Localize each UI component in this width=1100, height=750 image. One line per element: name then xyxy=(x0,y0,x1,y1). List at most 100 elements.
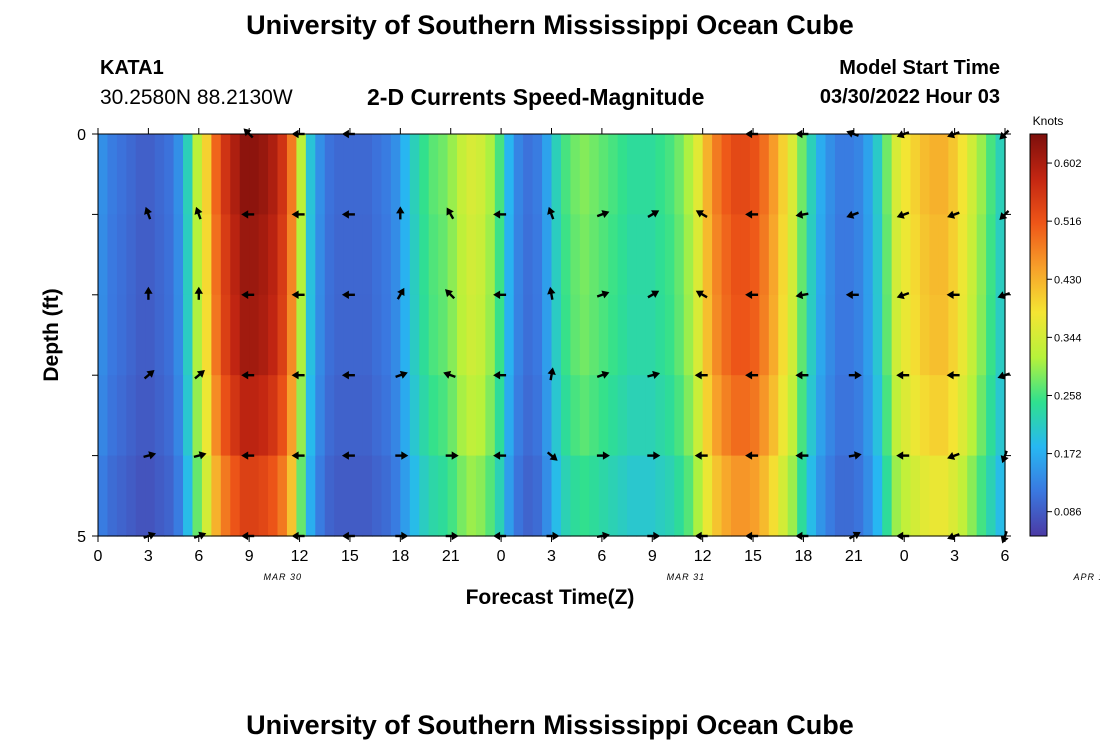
current-arrow xyxy=(144,286,153,300)
heatmap-cell xyxy=(390,294,401,376)
heatmap-cell xyxy=(438,134,449,215)
heatmap-cell xyxy=(523,214,534,296)
arrow-head xyxy=(854,451,862,460)
heatmap-cell xyxy=(589,375,600,457)
heatmap-cell xyxy=(929,375,940,457)
heatmap-cell xyxy=(608,375,619,457)
heatmap-cell xyxy=(797,294,808,376)
heatmap-cell xyxy=(258,375,269,457)
heatmap-cell xyxy=(164,455,175,537)
heatmap-cell xyxy=(116,455,127,537)
heatmap-cell xyxy=(494,375,505,457)
heatmap-cell xyxy=(636,375,647,457)
axes: 0 3 6 9 12 15 18 21 0 3 6 9 12 15 18 21 0 3 6 MAR 30 MAR 31 A… xyxy=(77,127,1100,582)
heatmap-cell xyxy=(466,375,477,457)
heatmap-cell xyxy=(390,214,401,296)
heatmap-cell xyxy=(98,214,109,296)
arrow-head xyxy=(997,291,1006,300)
heatmap-cell xyxy=(258,294,269,376)
heatmap-cell xyxy=(315,294,326,376)
current-arrow xyxy=(795,451,809,460)
heatmap-cell xyxy=(627,294,638,376)
arrow-head xyxy=(946,371,954,380)
heatmap-cell xyxy=(778,455,789,537)
heatmap-cell xyxy=(816,214,827,296)
heatmap-cell xyxy=(570,375,581,457)
heatmap-cell xyxy=(258,214,269,296)
heatmap-cell xyxy=(475,214,486,296)
heatmap-cell xyxy=(778,375,789,457)
heatmap-cell xyxy=(693,375,704,457)
colorbar-tick-label: 0.516 xyxy=(1054,216,1082,228)
heatmap-cell xyxy=(371,214,383,296)
heatmap-cell xyxy=(428,455,439,537)
heatmap-cell xyxy=(872,134,883,215)
heatmap-cell xyxy=(296,214,307,296)
heatmap-cell xyxy=(409,375,420,457)
heatmap-cell xyxy=(570,294,581,376)
heatmap-cell xyxy=(315,455,326,537)
heatmap-cell xyxy=(731,455,742,537)
heatmap-cell xyxy=(362,214,373,296)
heatmap-cell xyxy=(919,294,931,376)
arrow-head xyxy=(547,206,556,215)
heatmap-cell xyxy=(362,455,373,537)
heatmap-cell xyxy=(390,375,401,457)
heatmap-cell xyxy=(759,214,770,296)
heatmap-cell xyxy=(627,455,638,537)
heatmap-cell xyxy=(919,455,931,537)
current-arrow xyxy=(395,370,408,379)
heatmap-cell xyxy=(674,375,685,457)
heatmap-cell xyxy=(135,455,146,537)
heatmap-cell xyxy=(919,375,931,457)
current-arrow xyxy=(193,451,207,460)
heatmap-cell xyxy=(466,134,477,215)
arrow-head xyxy=(601,290,610,299)
heatmap-cell xyxy=(872,375,883,457)
page-title: University of Southern Mississippi Ocean… xyxy=(246,10,854,40)
heatmap-cell xyxy=(542,294,553,376)
heatmap-cell xyxy=(768,134,779,215)
heatmap-cell xyxy=(362,375,373,457)
heatmap-cell xyxy=(286,375,298,457)
heatmap-cell xyxy=(721,455,732,537)
heatmap-cell xyxy=(381,214,392,296)
heatmap-cells xyxy=(98,134,1006,537)
current-arrow xyxy=(795,210,809,219)
heatmap-cell xyxy=(683,214,694,296)
heatmap-cell xyxy=(98,455,109,537)
heatmap-cell xyxy=(702,375,713,457)
heatmap-cell xyxy=(948,375,959,457)
heatmap-cell xyxy=(164,214,175,296)
current-arrow xyxy=(395,451,409,460)
heatmap-cell xyxy=(579,455,590,537)
heatmap-cell xyxy=(976,375,987,457)
heatmap-cell xyxy=(277,294,288,376)
arrow-head xyxy=(795,451,803,460)
heatmap-cell xyxy=(173,294,184,376)
heatmap-cell xyxy=(494,294,505,376)
heatmap-cell xyxy=(986,294,997,376)
x-tick-label: 18 xyxy=(391,548,409,565)
arrow-head xyxy=(602,451,610,460)
heatmap-cell xyxy=(135,134,146,215)
heatmap-cell xyxy=(768,455,779,537)
arrow-head xyxy=(341,210,349,219)
heatmap-cell xyxy=(806,375,817,457)
heatmap-cell xyxy=(201,455,212,537)
heatmap-cell xyxy=(183,134,194,215)
heatmap-cell xyxy=(173,375,184,457)
heatmap-cell xyxy=(457,134,468,215)
arrow-head xyxy=(493,451,501,460)
heatmap-cell xyxy=(457,375,468,457)
heatmap-cell xyxy=(598,455,609,537)
current-arrow xyxy=(241,371,255,380)
heatmap-cell xyxy=(560,214,571,296)
heatmap-cell xyxy=(409,294,420,376)
heatmap-cell xyxy=(220,214,231,296)
arrow-head xyxy=(651,290,660,298)
current-arrow xyxy=(745,451,759,460)
heatmap-cell xyxy=(258,455,269,537)
heatmap-cell xyxy=(608,455,619,537)
heatmap-cell xyxy=(390,455,401,537)
